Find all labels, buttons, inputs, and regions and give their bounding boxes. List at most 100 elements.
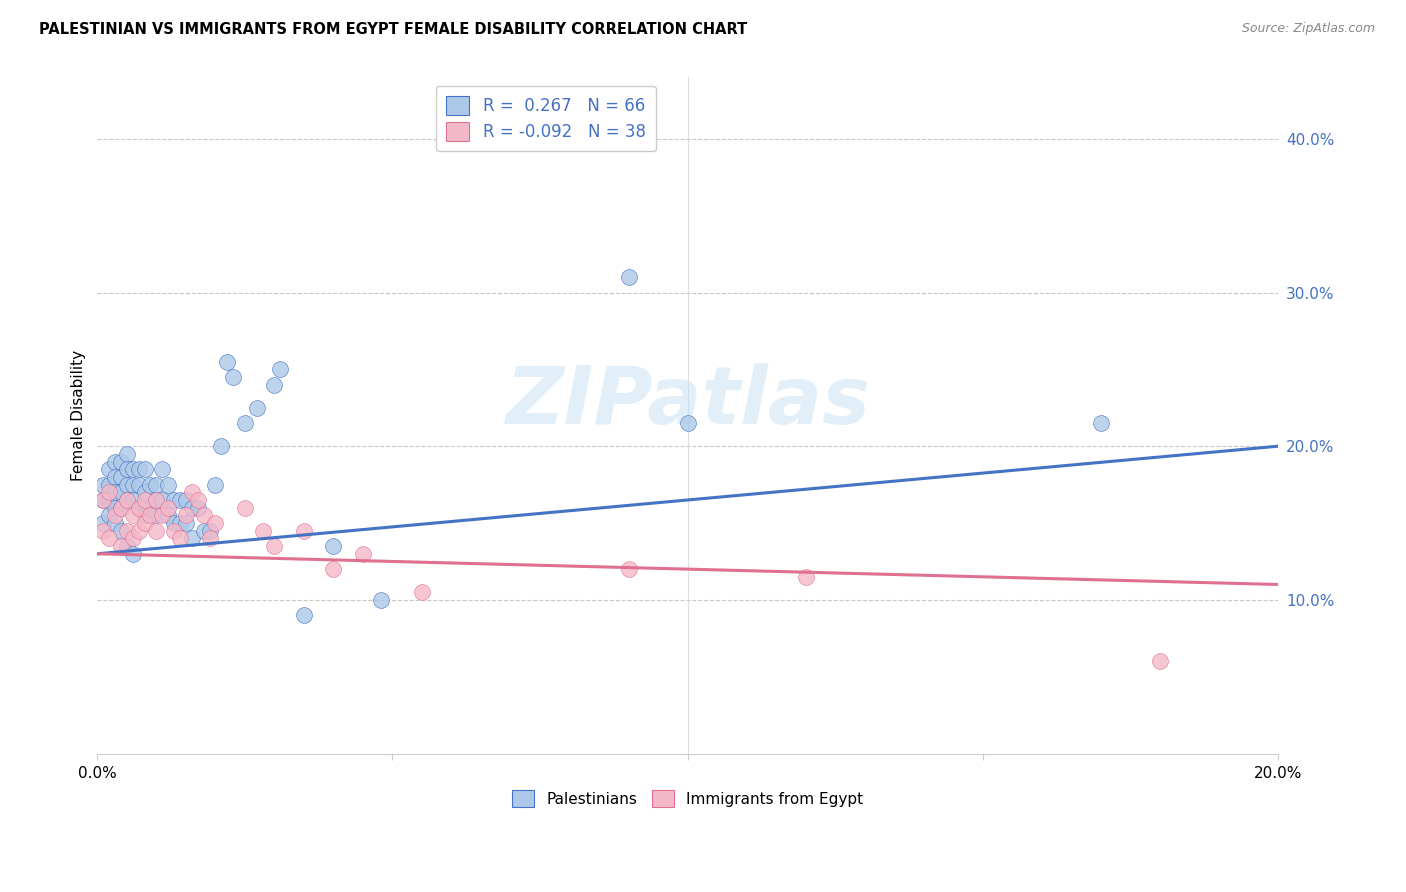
Point xyxy=(115,447,138,461)
Point xyxy=(145,477,167,491)
Point xyxy=(169,532,191,546)
Point xyxy=(1149,654,1171,668)
Point xyxy=(91,516,114,530)
Point xyxy=(187,493,209,508)
Point xyxy=(193,524,215,538)
Point xyxy=(157,477,180,491)
Point xyxy=(110,500,132,515)
Point xyxy=(121,508,143,523)
Point xyxy=(98,493,121,508)
Point xyxy=(794,570,817,584)
Point xyxy=(370,592,392,607)
Point xyxy=(128,500,150,515)
Point xyxy=(110,500,132,515)
Point xyxy=(322,562,344,576)
Point xyxy=(121,493,143,508)
Point xyxy=(246,401,269,415)
Point xyxy=(269,362,291,376)
Point xyxy=(115,477,138,491)
Point xyxy=(134,462,156,476)
Point xyxy=(139,508,162,523)
Point xyxy=(110,485,132,500)
Point xyxy=(150,508,173,523)
Point xyxy=(104,470,127,484)
Point xyxy=(134,508,156,523)
Legend: Palestinians, Immigrants from Egypt: Palestinians, Immigrants from Egypt xyxy=(506,783,869,814)
Point xyxy=(150,462,173,476)
Point xyxy=(204,516,226,530)
Point xyxy=(193,508,215,523)
Point xyxy=(163,524,186,538)
Point xyxy=(115,524,138,538)
Point xyxy=(174,508,197,523)
Text: ZIPatlas: ZIPatlas xyxy=(505,363,870,441)
Point xyxy=(128,477,150,491)
Point xyxy=(150,493,173,508)
Point xyxy=(180,532,202,546)
Point xyxy=(128,524,150,538)
Point xyxy=(233,416,256,430)
Point xyxy=(104,508,127,523)
Point xyxy=(169,516,191,530)
Point xyxy=(110,454,132,468)
Point xyxy=(174,493,197,508)
Point xyxy=(157,500,180,515)
Point xyxy=(180,485,202,500)
Point xyxy=(121,462,143,476)
Point xyxy=(115,493,138,508)
Point xyxy=(139,477,162,491)
Point xyxy=(198,532,221,546)
Point xyxy=(134,485,156,500)
Point xyxy=(169,493,191,508)
Point xyxy=(204,477,226,491)
Text: PALESTINIAN VS IMMIGRANTS FROM EGYPT FEMALE DISABILITY CORRELATION CHART: PALESTINIAN VS IMMIGRANTS FROM EGYPT FEM… xyxy=(39,22,748,37)
Point xyxy=(180,500,202,515)
Point xyxy=(104,485,127,500)
Point xyxy=(174,516,197,530)
Point xyxy=(98,532,121,546)
Point xyxy=(209,439,232,453)
Point xyxy=(91,493,114,508)
Point xyxy=(121,477,143,491)
Point xyxy=(145,493,167,508)
Point xyxy=(98,485,121,500)
Point xyxy=(98,477,121,491)
Point xyxy=(115,493,138,508)
Point xyxy=(163,516,186,530)
Point xyxy=(104,500,127,515)
Point xyxy=(110,470,132,484)
Point xyxy=(222,370,245,384)
Point xyxy=(157,508,180,523)
Point xyxy=(134,516,156,530)
Point xyxy=(115,462,138,476)
Point xyxy=(163,493,186,508)
Point xyxy=(104,454,127,468)
Point xyxy=(91,477,114,491)
Point xyxy=(411,585,433,599)
Point xyxy=(91,524,114,538)
Point xyxy=(104,516,127,530)
Point xyxy=(110,539,132,553)
Point xyxy=(292,608,315,623)
Point xyxy=(187,500,209,515)
Point xyxy=(217,354,239,368)
Point xyxy=(233,500,256,515)
Point xyxy=(263,539,285,553)
Point xyxy=(121,547,143,561)
Point xyxy=(198,524,221,538)
Point xyxy=(110,524,132,538)
Point xyxy=(322,539,344,553)
Point xyxy=(139,500,162,515)
Point xyxy=(145,508,167,523)
Point xyxy=(145,524,167,538)
Point xyxy=(115,539,138,553)
Point xyxy=(145,493,167,508)
Point xyxy=(617,270,640,285)
Point xyxy=(617,562,640,576)
Point xyxy=(134,493,156,508)
Point xyxy=(292,524,315,538)
Point xyxy=(91,493,114,508)
Point xyxy=(121,532,143,546)
Point xyxy=(352,547,374,561)
Point xyxy=(98,508,121,523)
